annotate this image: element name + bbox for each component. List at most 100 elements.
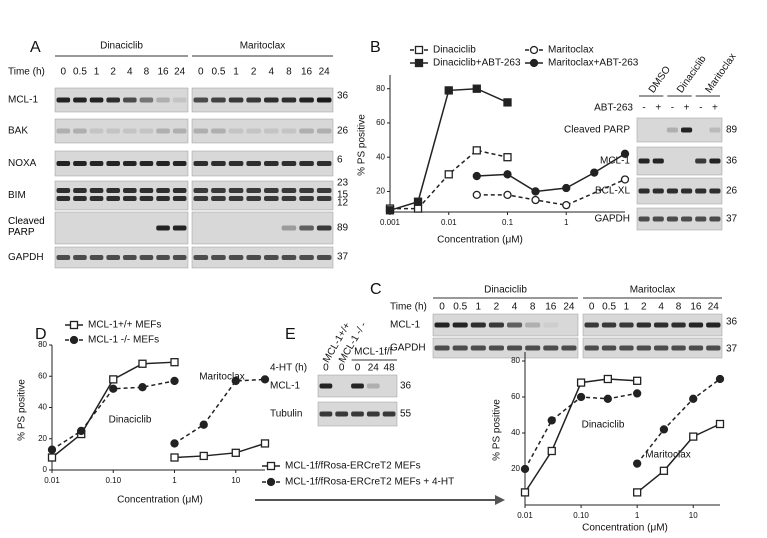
marker [503,170,512,179]
band [652,216,664,222]
band [89,255,104,260]
band [525,345,541,351]
band [264,196,279,201]
band [709,158,721,164]
marker [472,84,481,93]
band [246,188,261,193]
time-label: 16 [301,67,313,78]
y-axis-label: % PS positive [17,379,28,441]
marker [547,446,556,456]
band [156,255,170,260]
band [316,225,332,231]
y-tick-label: 60 [38,371,47,380]
band [619,345,634,351]
band [211,188,226,193]
time-label: 1 [624,302,630,313]
x-tick-label: 1 [564,218,569,227]
mw-label: 12 [337,198,349,209]
time-axis-label: Time (h) [390,302,427,313]
band [73,196,87,201]
marker [529,58,539,68]
marker [170,453,179,462]
band [106,196,120,201]
band [299,97,314,103]
marker [413,204,423,213]
blot-strip [636,207,723,231]
group-label: MCL-1f/f [354,347,393,358]
band [211,128,226,134]
row-label: MCL-1 [390,320,420,331]
legend-label: MCL-1 -/- MEFs [88,335,159,346]
y-axis-label: % PS positive [492,399,503,461]
time-label: 1 [233,67,239,78]
marker [444,170,453,179]
mw-label: 26 [726,186,738,197]
marker [472,146,481,155]
annotation: Maritoclax [199,372,245,383]
band [281,128,297,134]
band [139,255,154,260]
band [56,161,71,166]
band [139,161,154,166]
band [299,128,314,134]
band [488,322,504,328]
y-tick-label: 40 [376,152,385,161]
time-label: 2 [251,67,257,78]
band [228,196,244,201]
band [452,322,468,328]
band [264,128,279,134]
time-label: 0 [355,363,361,374]
marker [715,419,725,429]
band [709,216,721,222]
band [316,97,332,103]
arrow-head [495,495,505,505]
treatment-label: ABT-263 [594,103,633,114]
band [139,188,154,193]
marker [659,466,669,475]
band [246,196,261,201]
band [366,411,380,417]
band [636,345,651,351]
band [695,188,707,194]
series-line [389,87,508,212]
band [709,127,721,133]
column-label: Maritoclax [703,52,738,96]
band [666,216,678,222]
marker [170,376,179,386]
time-label: 0.5 [73,67,87,78]
band [56,196,71,201]
time-label: 4 [658,302,664,313]
y-tick-label: 20 [38,434,47,443]
band [172,225,187,231]
blot-strip [54,118,189,144]
band [211,97,226,103]
band [638,188,650,194]
band [156,97,170,103]
x-tick-label: 10 [689,511,698,520]
row-label: MCL-1 [270,381,300,392]
panel-label: A [30,39,41,56]
band [452,345,468,351]
band [671,322,686,328]
band [106,128,120,134]
row-label: Cleaved PARP [8,216,45,238]
sign-label: + [684,103,690,114]
row-label: Cleaved PARP [564,125,630,136]
time-label: 8 [676,302,682,313]
band [193,255,209,260]
time-label: 4 [127,67,133,78]
time-label: 8 [144,67,150,78]
marker [109,375,118,384]
time-label: 16 [158,67,170,78]
band [299,188,314,193]
annotation: Dinaciclib [109,415,152,426]
x-tick-label: 0.01 [517,511,533,520]
x-tick-label: 0.001 [380,218,401,227]
band [281,97,297,103]
band [382,411,396,417]
mw-label: 37 [726,214,738,225]
x-tick-label: 1 [635,511,640,520]
marker [503,98,512,107]
band [246,128,261,134]
marker [231,448,240,457]
